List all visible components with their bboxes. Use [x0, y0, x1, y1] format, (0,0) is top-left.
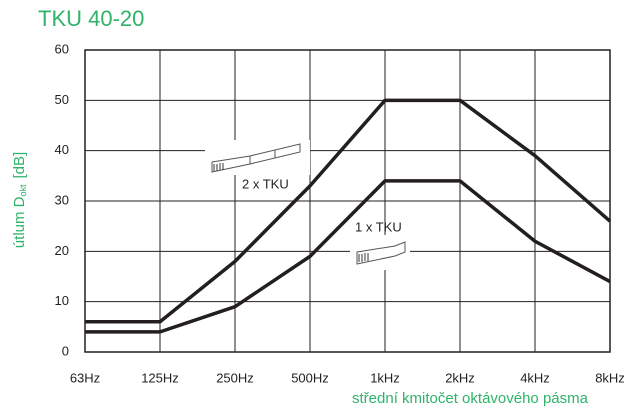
y-tick-label: 10 [55, 293, 69, 308]
y-axis-label: útlum Dokt [dB] [11, 152, 28, 248]
y-tick-label: 30 [55, 192, 69, 207]
x-tick-label: 4kHz [520, 370, 550, 385]
x-tick-label: 1kHz [370, 370, 400, 385]
y-tick-label: 0 [62, 343, 69, 358]
x-tick-label: 63Hz [70, 370, 100, 385]
icon-single [350, 235, 410, 270]
series-label: 2 x TKU [242, 176, 289, 191]
y-label-unit: [dB] [11, 152, 28, 179]
x-axis-label: střední kmitočet oktávového pásma [352, 390, 589, 407]
y-tick-label: 20 [55, 243, 69, 258]
y-label-main: útlum D [11, 196, 28, 248]
x-tick-label: 125Hz [141, 370, 179, 385]
x-tick-label: 2kHz [445, 370, 475, 385]
line-series [85, 179, 611, 334]
plot-frame [84, 49, 611, 353]
x-tick-label: 8kHz [595, 370, 625, 385]
y-tick-label: 40 [55, 142, 69, 157]
x-tick-label: 500Hz [291, 370, 329, 385]
line-series [85, 98, 612, 324]
y-tick-label: 50 [55, 92, 69, 107]
x-tick-label: 250Hz [216, 370, 254, 385]
icon-double [205, 140, 310, 175]
chart-title: TKU 40-20 [38, 6, 144, 31]
series-label: 1 x TKU [355, 219, 402, 234]
y-tick-label: 60 [55, 41, 69, 56]
y-label-sub: okt [18, 184, 28, 197]
